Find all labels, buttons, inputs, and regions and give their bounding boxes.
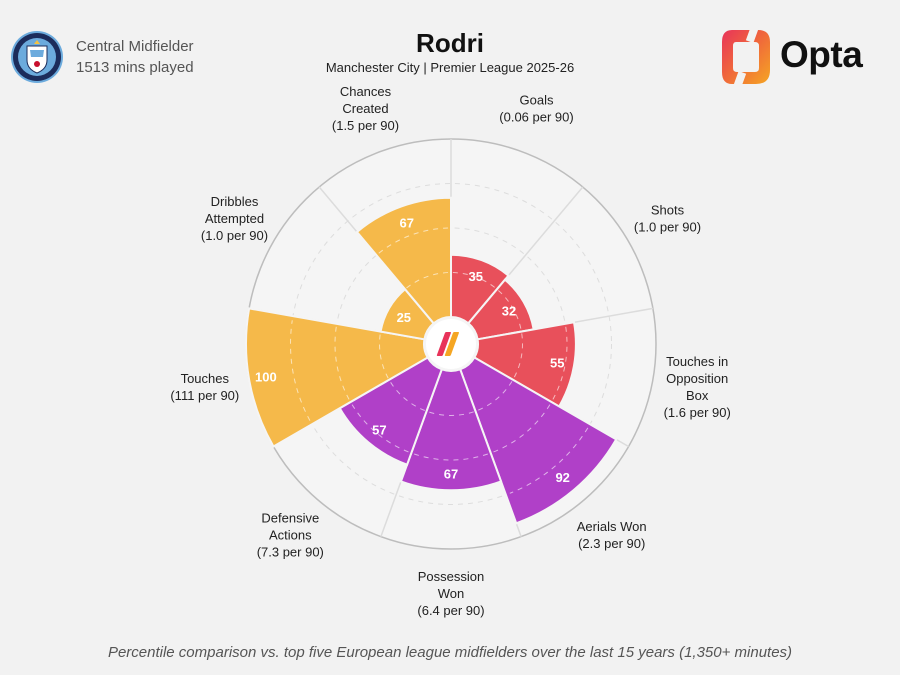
category-name: Shots	[651, 203, 685, 218]
opta-logo-mark-icon	[722, 27, 770, 87]
bar-grid-overlay	[498, 290, 522, 330]
category-name: Touches	[181, 371, 230, 386]
category-label-touches-in-opposition-box: Touches in Opposition Box (1.6 per 90)	[664, 354, 731, 420]
player-name: Rodri	[416, 28, 484, 58]
bar-touches-in-opposition-box	[473, 321, 577, 408]
category-name: Created	[342, 101, 388, 116]
category-rate: (1.0 per 90)	[201, 228, 268, 243]
category-rate: (1.5 per 90)	[332, 118, 399, 133]
player-position: Central Midfielder	[76, 38, 194, 55]
value-label: 32	[502, 304, 516, 319]
opta-logo: Opta	[718, 26, 873, 88]
bar-grid-overlay	[389, 381, 425, 411]
center-logo	[426, 319, 476, 369]
bar-grid-overlay	[406, 272, 450, 289]
value-label: 25	[397, 310, 411, 325]
category-rate: (1.0 per 90)	[634, 220, 701, 235]
category-name: Dribbles	[211, 194, 259, 209]
category-rate: (1.6 per 90)	[664, 405, 731, 420]
category-label-aerials-won: Aerials Won (2.3 per 90)	[577, 519, 647, 551]
opta-wordmark: Opta	[780, 34, 863, 75]
category-name: Won	[438, 586, 465, 601]
category-label-possession-won: Possession Won (6.4 per 90)	[417, 569, 484, 618]
bar-grid-overlay	[513, 333, 523, 379]
value-label: 35	[468, 269, 482, 284]
value-label: 67	[400, 216, 414, 231]
bar-dribbles-attempted	[379, 287, 436, 341]
bar-aerials-won	[458, 356, 618, 525]
opta-mark-icon	[436, 332, 459, 356]
bar-grid-overlay	[477, 381, 513, 411]
category-rate: (2.3 per 90)	[578, 536, 645, 551]
category-name: Aerials Won	[577, 519, 647, 534]
chart-subtitle: Manchester City | Premier League 2025-26	[325, 60, 575, 75]
bar-possession-won	[399, 368, 503, 492]
category-label-chances-created: Chances Created (1.5 per 90)	[332, 84, 399, 133]
category-name: Actions	[269, 528, 312, 543]
category-label-shots: Shots (1.0 per 90)	[634, 203, 701, 235]
category-name: Possession	[418, 569, 484, 584]
category-label-defensive-actions: Defensive Actions (7.3 per 90)	[257, 511, 324, 560]
category-name: Box	[686, 388, 709, 403]
bar-grid-overlay	[290, 320, 311, 421]
category-name: Chances	[340, 84, 392, 99]
minutes-played: 1513 mins played	[76, 59, 194, 76]
player-meta: Central Midfielder 1513 mins played	[76, 36, 194, 78]
category-label-goals: Goals (0.06 per 90)	[499, 93, 573, 125]
value-label: 100	[255, 370, 277, 385]
value-label: 57	[372, 422, 386, 437]
category-label-dribbles-attempted: Dribbles Attempted (1.0 per 90)	[201, 194, 268, 243]
category-rate: (111 per 90)	[170, 388, 239, 403]
club-crest	[11, 31, 63, 83]
bar-shots	[466, 278, 535, 341]
bar-grid-overlay	[509, 427, 589, 494]
category-rate: (6.4 per 90)	[417, 603, 484, 618]
footnote: Percentile comparison vs. top five Europ…	[107, 644, 793, 661]
category-name: Defensive	[261, 511, 319, 526]
bar-defensive-actions	[338, 356, 444, 466]
bar-touches	[245, 307, 429, 448]
value-label: 92	[555, 470, 569, 485]
chart-values: 35 32 55 92 67 57 100 25 67	[255, 216, 589, 494]
category-rate: (7.3 per 90)	[257, 545, 324, 560]
category-name: Opposition	[666, 371, 728, 386]
bar-chances-created	[355, 196, 452, 325]
mark-stroke	[436, 332, 451, 356]
bar-grid-overlay	[379, 333, 389, 379]
category-label-touches: Touches (111 per 90)	[170, 371, 239, 403]
value-label: 55	[550, 356, 564, 371]
category-name: Attempted	[205, 211, 264, 226]
bar-goals	[450, 253, 510, 325]
bar-grid-overlay	[428, 411, 474, 416]
bar-grid-overlay	[452, 272, 496, 289]
mark-stroke	[444, 332, 459, 356]
category-name: Touches in	[666, 354, 728, 369]
chart-labels: Goals (0.06 per 90) Shots (1.0 per 90) Touch…	[170, 84, 730, 618]
value-label: 67	[444, 466, 458, 481]
category-name: Goals	[520, 93, 554, 108]
chart-bars	[245, 196, 618, 525]
category-rate: (0.06 per 90)	[499, 110, 573, 125]
